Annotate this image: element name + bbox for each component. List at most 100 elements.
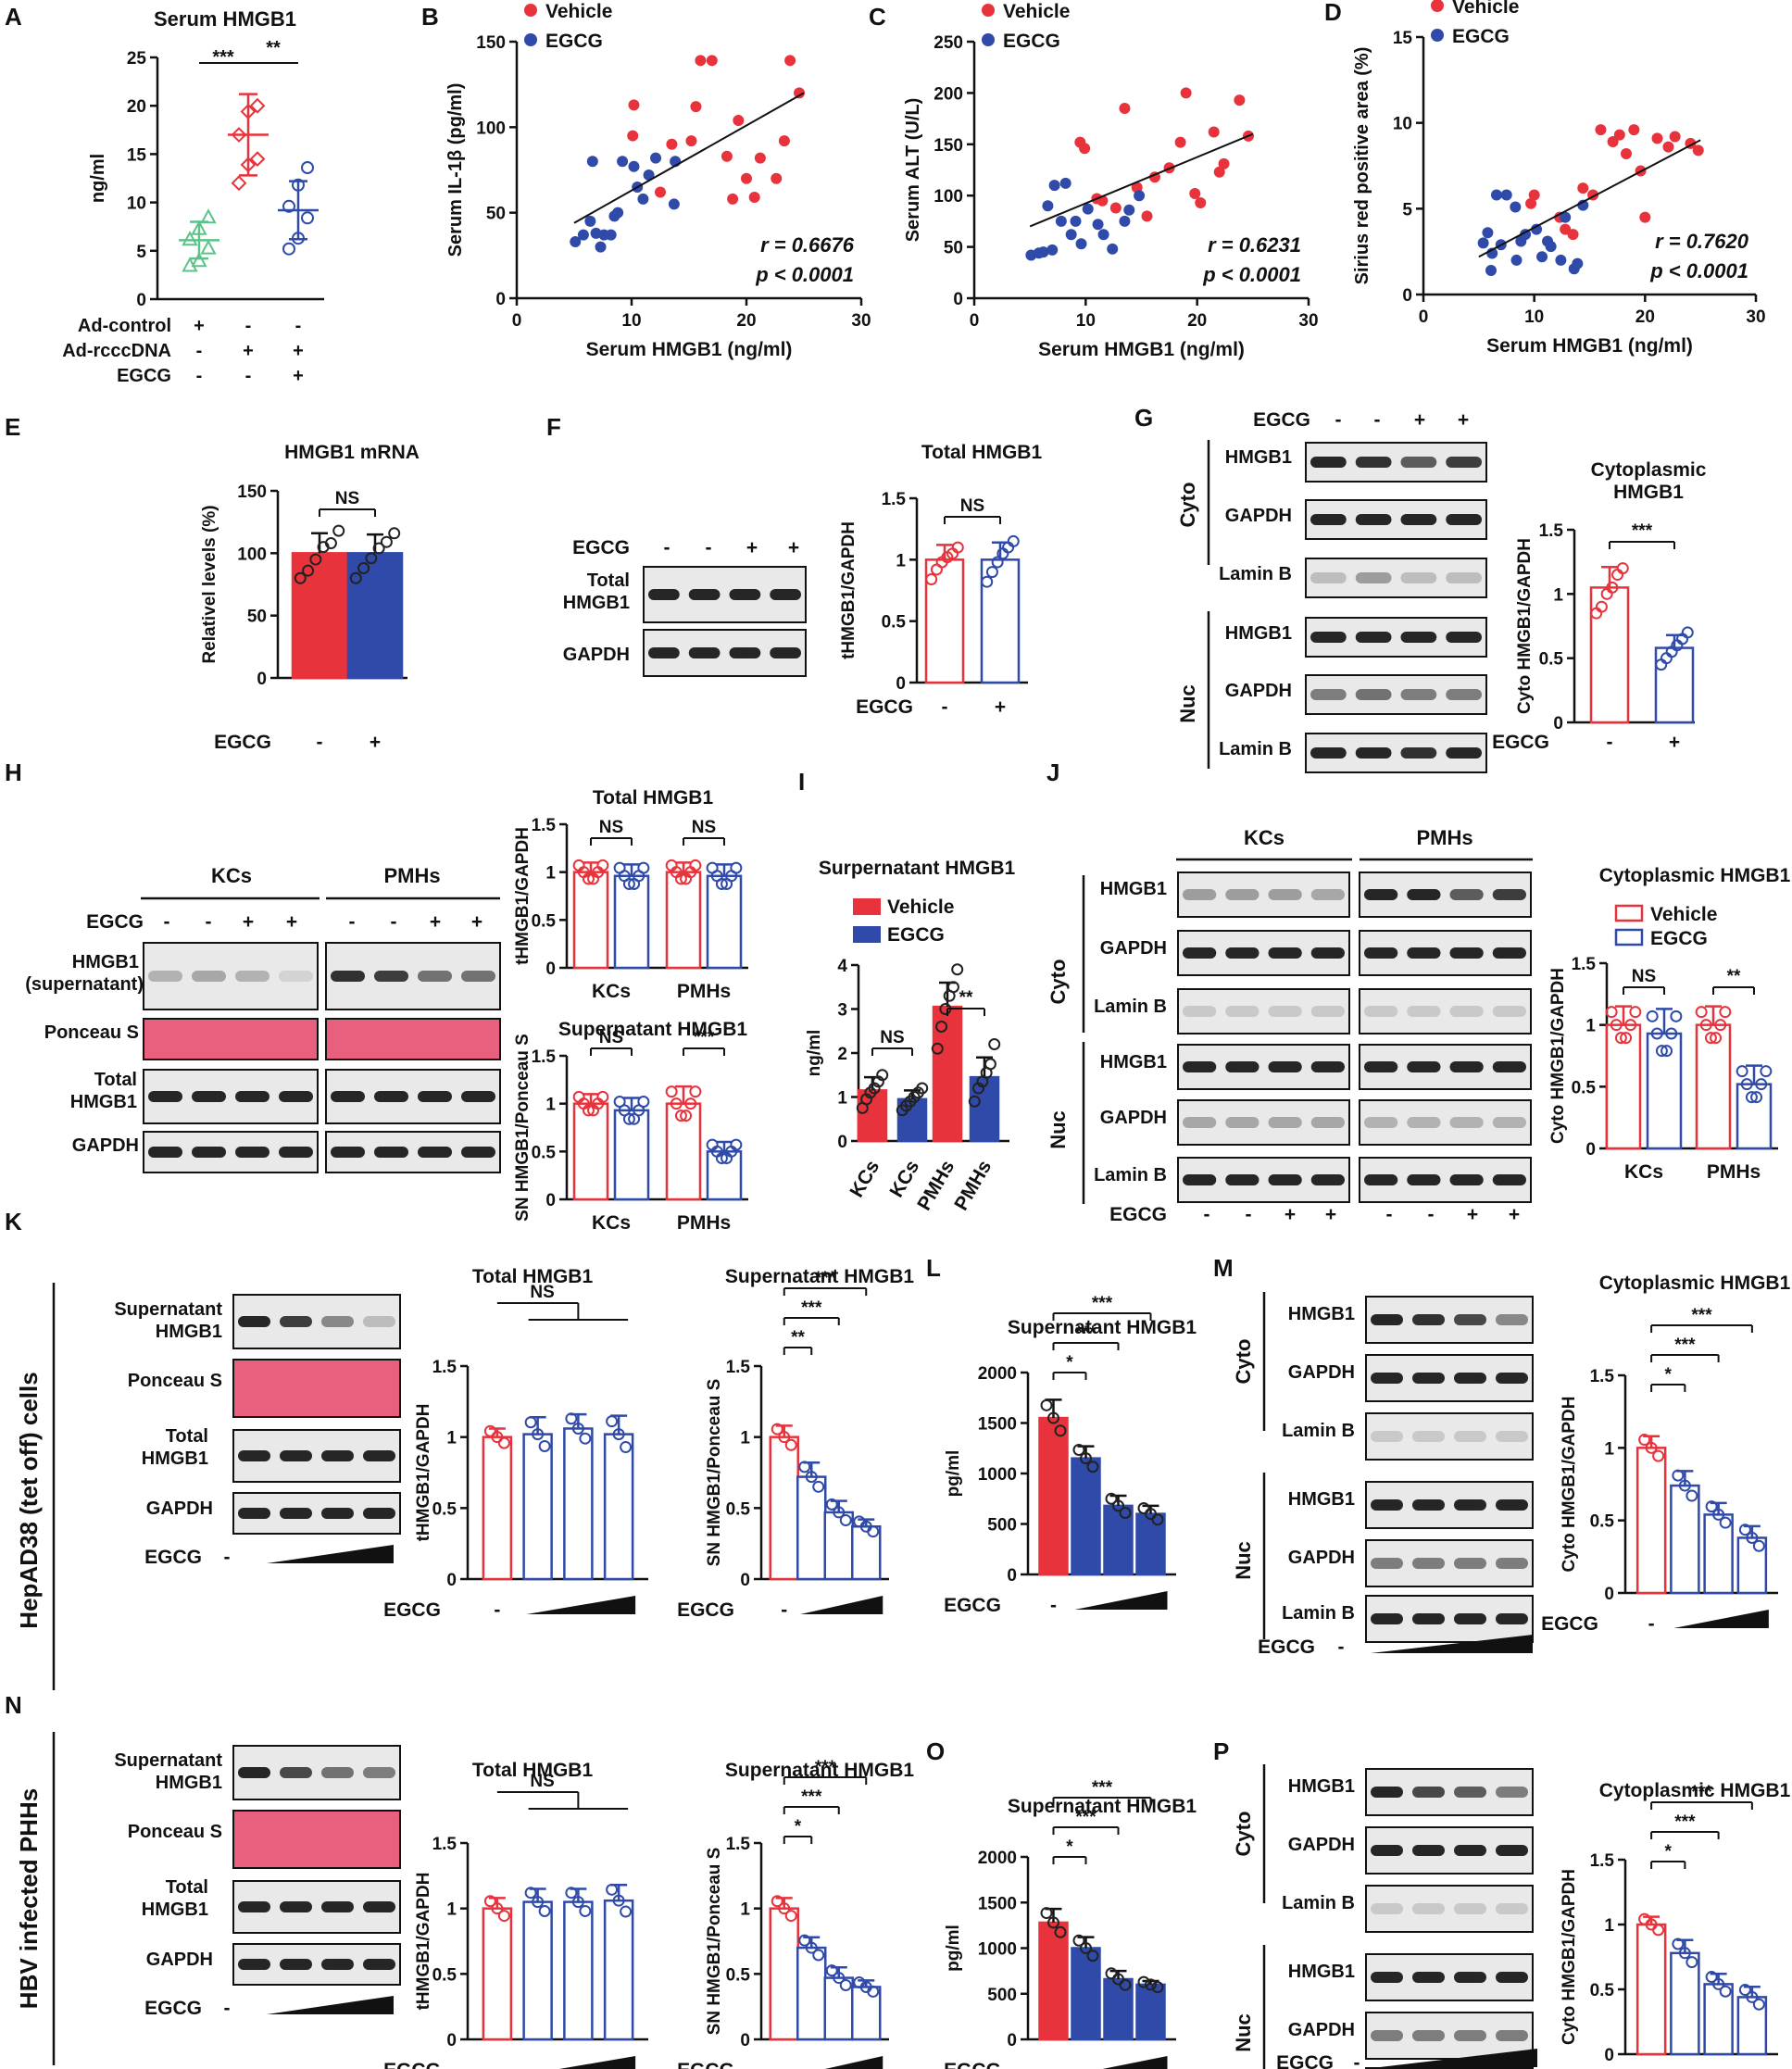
data-point [532, 1896, 545, 1909]
blot-band [1225, 889, 1259, 900]
data-point [1705, 1500, 1718, 1513]
egcg-mark: - [206, 911, 212, 933]
data-point [876, 1069, 889, 1082]
data-point [1638, 1912, 1651, 1925]
y-axis-label: tHMGB1/GAPDH [513, 827, 533, 965]
blot-band [1364, 1117, 1398, 1128]
vehicle-point [1141, 210, 1153, 222]
y-tick-label: 500 [987, 1986, 1017, 2005]
dose-ramp [800, 1596, 883, 1614]
y-tick-label: 1.5 [432, 1358, 457, 1377]
blot-band [280, 1316, 312, 1327]
bar [572, 871, 609, 970]
data-point [985, 566, 998, 579]
blot-band [1446, 689, 1482, 700]
bar [346, 552, 404, 680]
x-tick-label: PMHs [913, 1157, 959, 1214]
x-tick-label: 20 [1635, 307, 1655, 327]
data-point [1695, 1006, 1708, 1019]
x-tick-label: 20 [1187, 311, 1207, 331]
blot-label: Lamin B [1219, 739, 1292, 759]
data-point [1614, 1032, 1627, 1045]
bar [1736, 1996, 1768, 2056]
data-point [497, 1436, 510, 1449]
y-tick-label: 1.5 [882, 490, 907, 509]
data-point [1719, 1985, 1732, 1998]
y-tick-label: 1500 [978, 1415, 1017, 1435]
mark: + [293, 341, 304, 361]
egcg-label: EGCG [86, 911, 144, 933]
y-tick-label: 0.5 [1590, 1512, 1615, 1532]
data-point [1047, 1916, 1059, 1929]
egcg-point [1075, 238, 1087, 250]
data-point [1137, 1975, 1150, 1988]
blot-band [192, 1147, 226, 1158]
y-axis-label: Serum ALT (U/L) [903, 98, 923, 243]
data-point [357, 561, 370, 574]
y-tick-label: 0 [1604, 1585, 1614, 1604]
y-tick-label: 0.5 [432, 1965, 457, 1985]
y-axis-label: Cyto HMGB1/GAPDH [1548, 968, 1568, 1144]
panel-letter-O: O [926, 1737, 945, 1765]
bar [769, 1436, 799, 1581]
data-point [833, 1506, 846, 1519]
blot-band [1412, 1499, 1445, 1511]
blot-band [1225, 1174, 1259, 1185]
ponceau-box [232, 1359, 401, 1418]
blot-label: Lamin B [1282, 1421, 1355, 1441]
y-axis-label: ng/ml [805, 1030, 824, 1077]
data-point [483, 1424, 496, 1437]
blot-band [1364, 1061, 1398, 1072]
data-point [1086, 1950, 1099, 1962]
blot-band [1407, 1006, 1441, 1017]
data-point [946, 981, 959, 994]
blot-box [1305, 558, 1487, 598]
egcg-point [1510, 254, 1523, 266]
vehicle-point [1189, 187, 1201, 199]
blot-band [1496, 1373, 1528, 1384]
data-point [231, 127, 247, 143]
bar [769, 1907, 799, 2041]
blot-band [1183, 1061, 1217, 1072]
blot-band [363, 1508, 395, 1519]
data-point [240, 157, 257, 173]
x-tick-label: - [1607, 732, 1613, 753]
egcg-mark: - [1335, 409, 1342, 431]
data-point [674, 872, 687, 885]
y-tick-label: 1 [1553, 585, 1563, 605]
y-tick-label: 200 [934, 84, 963, 104]
bar [563, 1900, 594, 2041]
blot-band [1446, 514, 1482, 525]
row-label: Ad-rcccDNA [62, 341, 171, 361]
legend-vehicle-marker [1431, 0, 1444, 12]
data-point [1105, 1967, 1118, 1980]
y-tick-label: 1 [545, 1096, 556, 1115]
egcg-label: EGCG [1276, 2052, 1334, 2069]
data-point [1755, 1078, 1768, 1091]
y-tick-label: 5 [1402, 200, 1412, 219]
panel-letter-C: C [869, 3, 886, 31]
blot-band [363, 1901, 395, 1912]
x-axis-label: Serum HMGB1 (ng/ml) [586, 339, 793, 360]
vehicle-point [685, 135, 697, 147]
data-point [867, 1985, 880, 1998]
blot-label: Ponceau S [44, 1022, 139, 1043]
y-tick-label: 1.5 [726, 1835, 751, 1854]
data-point [524, 1887, 537, 1900]
y-tick-label: 1.5 [1539, 521, 1564, 541]
y-axis-label: pg/ml [944, 1450, 963, 1498]
egcg-point [1477, 237, 1489, 249]
blot-label: Total [94, 1070, 137, 1090]
data-point [365, 552, 378, 565]
data-point [1119, 1507, 1132, 1520]
blot-band [238, 1959, 270, 1970]
vehicle-point [784, 55, 796, 67]
data-point [582, 1104, 595, 1117]
sig-label: *** [801, 1787, 822, 1807]
data-point [778, 1902, 791, 1915]
y-tick-label: 10 [1393, 115, 1412, 134]
data-point [916, 1082, 929, 1095]
data-point [867, 1525, 880, 1538]
x-tick-label: - [942, 696, 948, 718]
data-point [622, 877, 635, 890]
